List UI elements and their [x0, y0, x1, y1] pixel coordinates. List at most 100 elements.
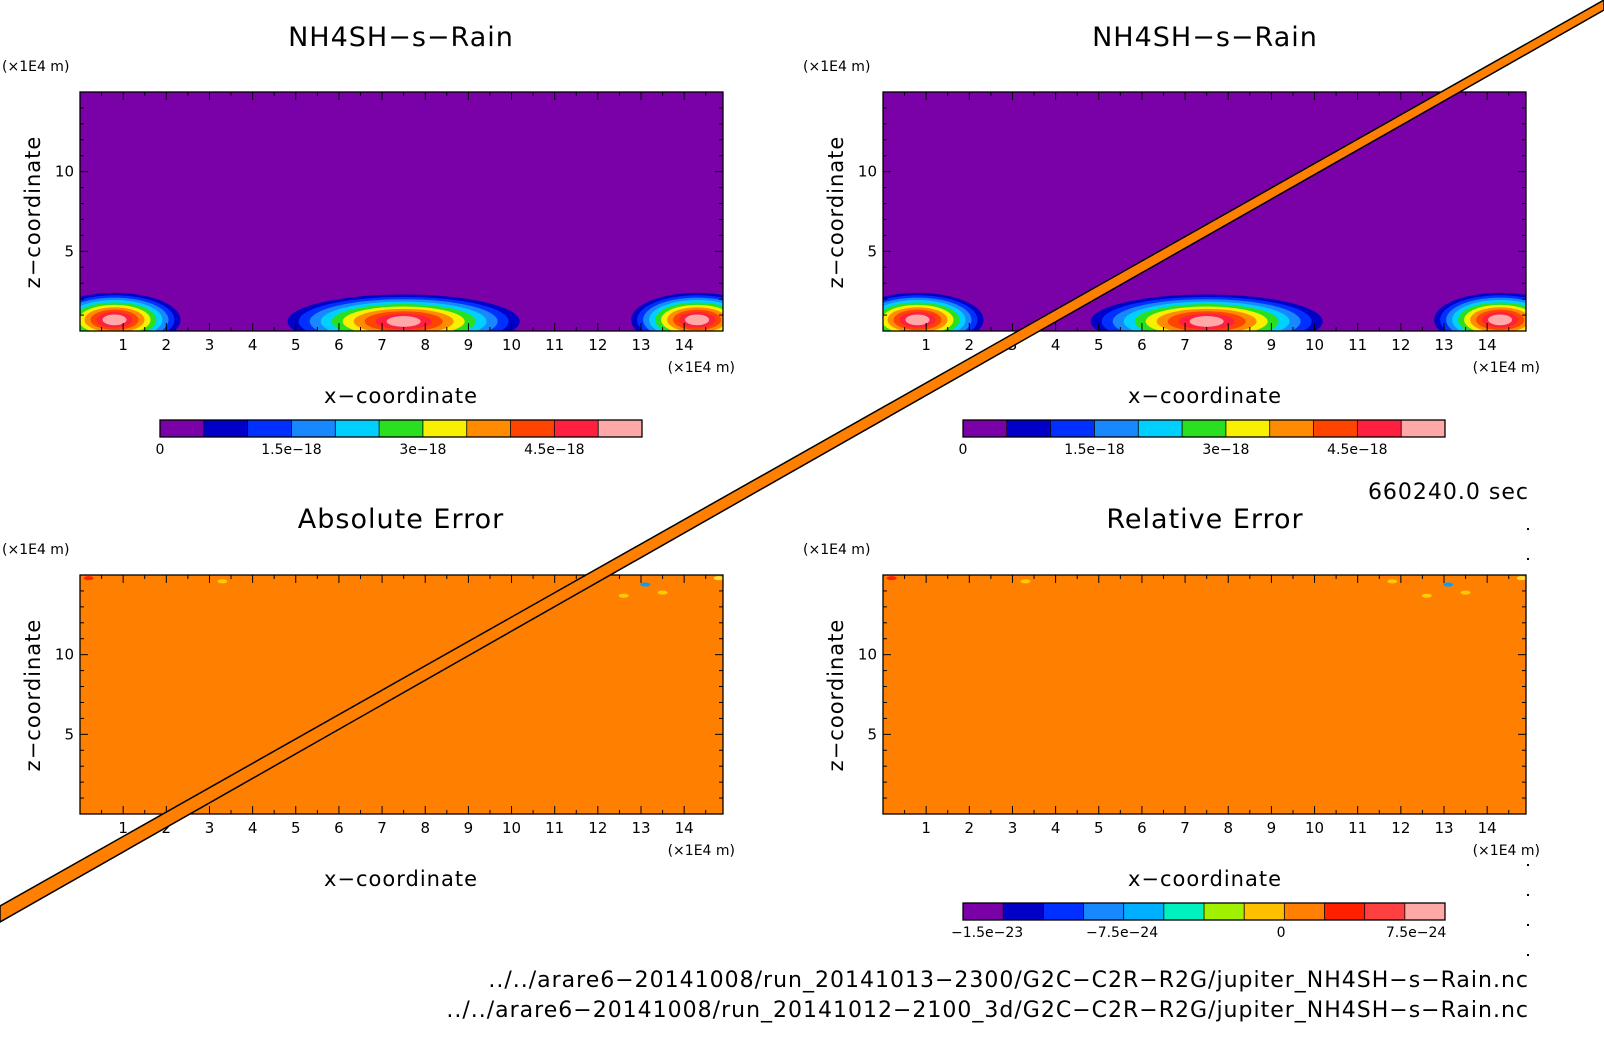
speckle	[886, 576, 897, 581]
plot-frame	[79, 91, 724, 332]
x-axis-label-3: x−coordinate	[324, 867, 478, 891]
colorbar-swatch	[1401, 420, 1446, 437]
x-tick-label: 4	[1051, 819, 1061, 837]
colorbar-tick-label: 0	[959, 442, 968, 458]
colorbar-swatch	[203, 420, 249, 437]
x-tick-label: 12	[1391, 336, 1410, 354]
colorbar-swatch	[554, 420, 599, 437]
contour-level	[386, 316, 421, 327]
contour-level	[102, 314, 127, 326]
x-tick-label: 9	[1267, 819, 1277, 837]
colorbar-tick-label: 1.5e−18	[1064, 442, 1124, 458]
colorbar-swatch	[1364, 903, 1406, 920]
colorbar-swatch	[1006, 420, 1052, 437]
plot-field	[80, 92, 723, 331]
y-tick-label: 10	[55, 163, 74, 181]
speckle	[1421, 593, 1432, 598]
x-tick-label: 10	[502, 819, 521, 837]
x-tick-label: 11	[1348, 336, 1367, 354]
colorbar-swatch	[1123, 903, 1165, 920]
colorbar-swatch	[1204, 903, 1245, 920]
colorbar-tick-label: −1.5e−23	[951, 925, 1023, 941]
field-background	[80, 92, 723, 331]
colorbar-swatch	[247, 420, 292, 437]
x-tick-label: 5	[1094, 819, 1104, 837]
x-tick-label: 14	[1478, 336, 1497, 354]
contour-level	[905, 314, 930, 326]
y-tick-label: 5	[867, 725, 877, 743]
field-background	[883, 575, 1526, 814]
contour-level	[685, 314, 710, 326]
contour-level	[1488, 314, 1513, 326]
x-tick-label: 9	[1267, 336, 1277, 354]
colorbar-tick-label: 7.5e−24	[1386, 925, 1447, 941]
plot-frame	[882, 91, 1527, 332]
colorbar-swatch	[1083, 903, 1125, 920]
colorbar-swatch	[160, 420, 205, 437]
colorbar-swatch	[1163, 903, 1205, 920]
colorbar: 0 1.5e−18 3e−18 4.5e−18	[156, 419, 643, 458]
x-tick-label: 10	[1305, 819, 1324, 837]
colorbar-swatch	[1182, 420, 1227, 437]
x-tick-label: 6	[334, 819, 344, 837]
x-tick-label: 13	[1434, 336, 1453, 354]
x-tick-label: 1	[921, 336, 931, 354]
y-tick-label: 5	[867, 242, 877, 260]
x-tick-label: 5	[291, 819, 301, 837]
x-tick-label: 12	[588, 819, 607, 837]
colorbar-swatch	[335, 420, 380, 437]
x-tick-label: 3	[205, 336, 215, 354]
x-tick-label: 10	[1305, 336, 1324, 354]
colorbar-tick-label: −7.5e−24	[1086, 925, 1158, 941]
colorbar: 0 1.5e−18 3e−18 4.5e−18	[959, 419, 1446, 458]
panel-title-1: NH4SH−s−Rain	[288, 22, 514, 53]
colorbar-swatch	[1094, 420, 1139, 437]
x-tick-label: 6	[1137, 336, 1147, 354]
x-tick-label: 4	[1051, 336, 1061, 354]
x-tick-label: 12	[1391, 819, 1410, 837]
colorbar-swatch	[1404, 903, 1446, 920]
x-tick-label: 13	[1434, 819, 1453, 837]
y-axis-label-4: z−coordinate	[824, 619, 848, 772]
colorbar-swatch	[1324, 903, 1366, 920]
panel-2: 123456789101112131451001.5e−183e−184.5e−…	[858, 91, 1527, 458]
x-tick-label: 12	[588, 336, 607, 354]
plot-frame	[79, 574, 724, 815]
colorbar-swatch	[1225, 420, 1271, 437]
x-tick-label: 14	[1478, 819, 1497, 837]
colorbar-swatch	[598, 420, 643, 437]
x-tick-label: 13	[631, 336, 650, 354]
x-tick-label: 8	[1223, 819, 1233, 837]
plot-field	[883, 575, 1526, 814]
x-tick-label: 4	[248, 336, 258, 354]
file-path-1: ../../arare6−20141008/run_20141013−2300/…	[488, 968, 1529, 993]
y-unit-3: (×1E4 m)	[2, 542, 69, 558]
file-path-2: ../../arare6−20141008/run_20141012−2100_…	[446, 998, 1529, 1023]
speckle	[1387, 579, 1398, 584]
colorbar-swatch	[1284, 903, 1325, 920]
x-tick-label: 8	[420, 336, 430, 354]
x-tick-label: 5	[1094, 336, 1104, 354]
y-tick-label: 10	[858, 646, 877, 664]
x-tick-label: 9	[464, 336, 474, 354]
speckle	[1516, 576, 1526, 581]
colorbar-swatch	[1050, 420, 1095, 437]
x-tick-label: 13	[631, 819, 650, 837]
colorbar-frame	[962, 419, 1446, 438]
speckle	[1020, 579, 1031, 584]
x-tick-label: 7	[1180, 336, 1190, 354]
x-axis-label-4: x−coordinate	[1128, 867, 1282, 891]
x-tick-label: 6	[1137, 819, 1147, 837]
x-tick-label: 1	[118, 819, 128, 837]
x-tick-label: 7	[377, 819, 387, 837]
time-label: 660240.0 sec	[1368, 480, 1529, 505]
x-tick-label: 9	[464, 819, 474, 837]
field-background	[883, 92, 1526, 331]
colorbar-swatch	[1313, 420, 1358, 437]
y-unit-1: (×1E4 m)	[2, 59, 69, 75]
colorbar-swatch	[510, 420, 555, 437]
x-axis-label-2: x−coordinate	[1128, 384, 1282, 408]
colorbar-swatch	[963, 903, 1004, 920]
